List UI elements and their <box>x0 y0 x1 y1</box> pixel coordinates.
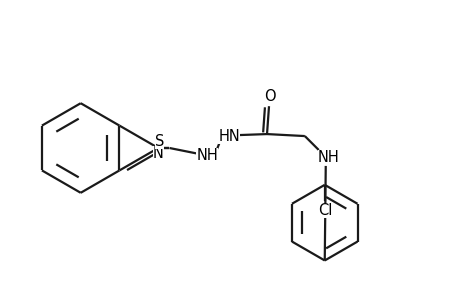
Text: Cl: Cl <box>318 203 332 218</box>
Text: NH: NH <box>196 148 218 164</box>
Text: O: O <box>263 89 275 104</box>
Text: N: N <box>152 146 163 161</box>
Text: NH: NH <box>317 151 339 166</box>
Text: S: S <box>154 134 163 148</box>
Text: HN: HN <box>218 129 240 144</box>
